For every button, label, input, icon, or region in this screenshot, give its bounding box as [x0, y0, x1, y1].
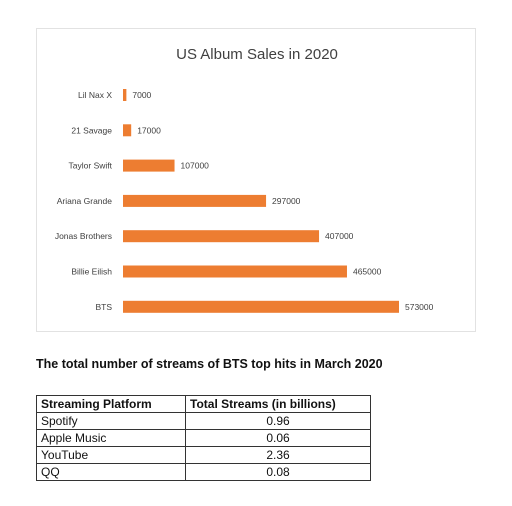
table-row: YouTube 2.36 — [36, 446, 371, 464]
bar — [123, 89, 127, 101]
streams-cell: 0.08 — [185, 463, 371, 481]
bars-layer: Lil Nax X 7000 21 Savage 17000 Taylor Swift 1… — [55, 89, 434, 313]
category-label: Billie Eilish — [71, 267, 112, 277]
value-label: 465000 — [353, 267, 382, 277]
streams-table: Streaming Platform Total Streams (in bil… — [36, 395, 371, 481]
value-label: 297000 — [272, 196, 301, 206]
column-header-platform: Streaming Platform — [36, 395, 186, 413]
streams-cell: 2.36 — [185, 446, 371, 464]
value-label: 573000 — [405, 302, 434, 312]
table-row: Apple Music 0.06 — [36, 429, 371, 447]
category-label: Taylor Swift — [69, 161, 113, 171]
bar — [123, 124, 132, 137]
bar — [123, 159, 175, 172]
platform-cell: Apple Music — [36, 429, 186, 447]
table-row: QQ 0.08 — [36, 463, 371, 481]
category-label: Jonas Brothers — [55, 231, 112, 241]
platform-cell: Spotify — [36, 412, 186, 430]
chart-title: US Album Sales in 2020 — [176, 46, 338, 63]
category-label: Lil Nax X — [78, 90, 112, 100]
table-header-row: Streaming Platform Total Streams (in bil… — [36, 395, 371, 413]
value-label: 407000 — [325, 231, 354, 241]
category-label: BTS — [95, 302, 112, 312]
platform-cell: QQ — [36, 463, 186, 481]
streams-cell: 0.06 — [185, 429, 371, 447]
bar — [123, 300, 399, 313]
streams-cell: 0.96 — [185, 412, 371, 430]
category-label: Ariana Grande — [57, 196, 113, 206]
bar — [123, 265, 347, 278]
value-label: 7000 — [132, 90, 151, 100]
column-header-streams: Total Streams (in billions) — [185, 395, 371, 413]
table-heading: The total number of streams of BTS top h… — [36, 357, 383, 371]
bar — [123, 230, 320, 243]
category-label: 21 Savage — [71, 125, 112, 135]
value-label: 17000 — [137, 125, 161, 135]
chart-panel: US Album Sales in 2020 Lil Nax X 7000 21 S… — [36, 28, 476, 332]
value-label: 107000 — [181, 161, 210, 171]
platform-cell: YouTube — [36, 446, 186, 464]
album-sales-chart: US Album Sales in 2020 Lil Nax X 7000 21 S… — [55, 46, 434, 313]
bar — [123, 194, 267, 207]
table-row: Spotify 0.96 — [36, 412, 371, 430]
